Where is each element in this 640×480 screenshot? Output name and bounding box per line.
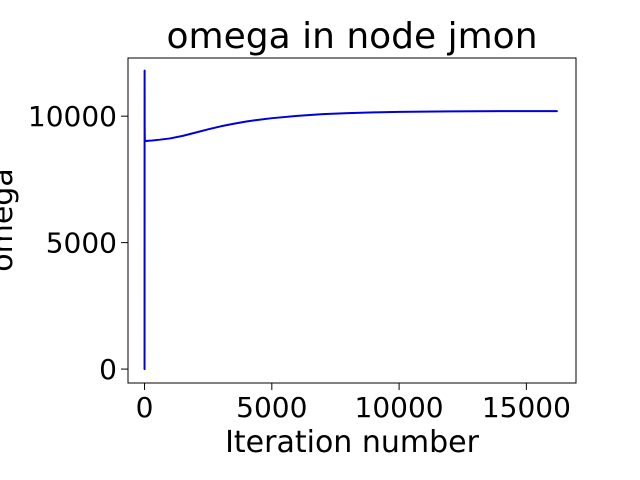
x-tick-label: 5000: [236, 391, 307, 424]
x-tick-label: 10000: [355, 391, 444, 424]
y-axis-label: omega: [0, 168, 20, 271]
y-tick-label: 5000: [46, 227, 117, 260]
x-axis-ticks: 0 5000 10000 15000: [136, 383, 571, 424]
y-axis-ticks: 0 5000 10000: [28, 100, 128, 386]
plot-frame: [127, 57, 577, 384]
plot-area: [128, 58, 576, 383]
y-tick-label: 10000: [28, 100, 117, 133]
x-tick-label: 15000: [482, 391, 571, 424]
chart-title: omega in node jmon: [166, 16, 537, 57]
x-tick-label: 0: [136, 391, 154, 424]
series-layer: [143, 69, 558, 371]
series-line: [143, 69, 558, 371]
y-tick-label: 0: [99, 353, 117, 386]
x-axis-label: Iteration number: [225, 425, 480, 460]
plot-background: [128, 58, 576, 383]
